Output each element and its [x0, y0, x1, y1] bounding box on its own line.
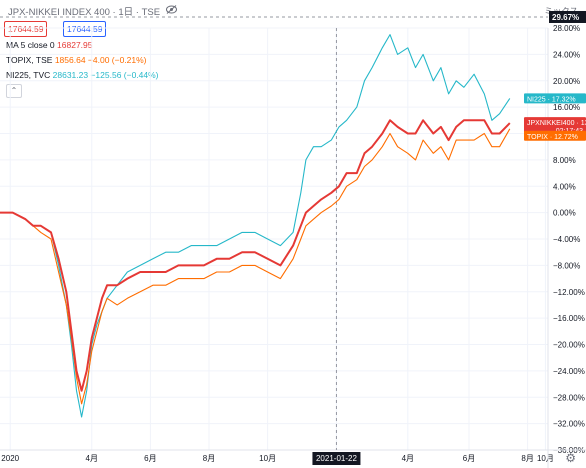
x-tick-label: 2020	[1, 454, 19, 463]
y-tick-label: 28.00%	[553, 24, 580, 33]
series-end-label-bg	[524, 130, 586, 141]
x-tick-label: 4月	[86, 454, 98, 463]
series-end-label-bg	[524, 93, 586, 104]
y-tick-label: 20.00%	[553, 77, 580, 86]
series-end-label: NI225 · 17.32%	[527, 96, 576, 103]
y-tick-label: −28.00%	[553, 393, 585, 402]
indicator-name: NI225, TVC	[6, 70, 51, 80]
y-tick-label: 24.00%	[553, 50, 580, 59]
crosshair-y-label: 29.67%	[552, 13, 579, 22]
y-tick-label: −32.00%	[553, 420, 585, 429]
series-line-jpxnikkei400	[0, 119, 511, 392]
crosshair-y-label-bg	[549, 10, 586, 23]
gear-icon[interactable]: ⚙	[565, 451, 576, 465]
chevron-up-icon[interactable]: ⌃	[6, 84, 22, 98]
series-line-topix	[0, 128, 511, 405]
y-tick-label: −24.00%	[553, 367, 585, 376]
x-tick-label: 6月	[463, 454, 475, 463]
x-tick-label: 8月	[203, 454, 215, 463]
x-tick-label: 10月	[259, 454, 276, 463]
crosshair-x-label-bg	[312, 452, 361, 465]
series-end-label: TOPIX · 12.72%	[527, 134, 578, 141]
indicator-value: 1856.64 −4.00 (−0.21%)	[54, 55, 147, 65]
x-tick-label: 6月	[144, 454, 156, 463]
crosshair-x-label: 2021-01-22	[316, 454, 357, 463]
y-tick-label: −20.00%	[553, 341, 585, 350]
y-tick-label: 8.00%	[553, 156, 576, 165]
y-tick-label: 0.00%	[553, 209, 576, 218]
indicator-value: 28631.23 −125.56 (−0.44%)	[52, 70, 159, 80]
chart-header: JPX-NIKKEI INDEX 400 · 1日 · TSE	[8, 4, 178, 18]
eye-icon[interactable]	[166, 5, 178, 17]
indicator-name: TOPIX, TSE	[6, 55, 53, 65]
indicator-ma[interactable]: MA 5 close 0 16827.95	[6, 40, 93, 50]
y-tick-label: 4.00%	[553, 182, 576, 191]
y-tick-label: −16.00%	[553, 314, 585, 323]
chart-title: JPX-NIKKEI INDEX 400 · 1日 · TSE	[8, 7, 161, 18]
sell-price-box[interactable]: 17644.59	[4, 21, 48, 37]
series-line-ni225	[0, 34, 511, 418]
indicator-ni225[interactable]: NI225, TVC 28631.23 −125.56 (−0.44%)	[6, 70, 159, 80]
y-tick-label: 16.00%	[553, 103, 580, 112]
x-tick-label: 8月	[521, 454, 533, 463]
y-tick-label: −8.00%	[553, 261, 580, 270]
y-tick-label: −12.00%	[553, 288, 585, 297]
y-tick-label: −4.00%	[553, 235, 580, 244]
indicator-topix[interactable]: TOPIX, TSE 1856.64 −4.00 (−0.21%)	[6, 55, 147, 65]
x-tick-label: 4月	[402, 454, 414, 463]
buy-price-box[interactable]: 17644.59	[63, 21, 107, 37]
series-end-label: JPXNIKKEI400 · 13.57%	[527, 120, 586, 127]
x-tick-label: 10月	[537, 454, 554, 463]
indicator-value: 16827.95	[57, 40, 93, 50]
series-end-label-bg	[524, 117, 586, 136]
indicator-name: MA 5 close 0	[6, 40, 55, 50]
